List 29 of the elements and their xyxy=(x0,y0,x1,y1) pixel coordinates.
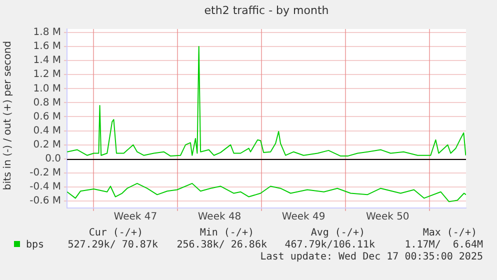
text: 467.79k/106.11k xyxy=(284,240,375,251)
x-tick-label: Week 49 xyxy=(282,212,326,223)
text: Avg (-/+) xyxy=(310,228,365,239)
y-tick-label: 1.4 M xyxy=(33,55,61,66)
text: 256.38k/ 26.86k xyxy=(176,240,267,251)
y-tick-label: -0.6 M xyxy=(30,196,61,207)
y-tick-label: -0.2 M xyxy=(30,167,61,178)
y-tick-label: 0.4 M xyxy=(33,125,61,136)
text: Cur (-/+) xyxy=(88,228,143,239)
y-axis-title: bits in (-) / out (+) per second xyxy=(2,40,14,190)
y-tick-label: 0.8 M xyxy=(33,97,61,108)
text: Min (-/+) xyxy=(200,228,254,239)
chart-title: eth2 traffic - by month xyxy=(204,4,329,17)
x-tick-label: Week 47 xyxy=(114,212,158,223)
y-tick-label: 1.2 M xyxy=(33,69,61,80)
y-tick-label: 1.6 M xyxy=(33,41,61,52)
y-tick-label: -0.4 M xyxy=(30,182,61,193)
y-tick-label: 0.0 xyxy=(45,153,61,164)
text: 527.29k/ 70.87k xyxy=(68,240,158,251)
legend-label: bps xyxy=(26,240,44,251)
text: Last update: Wed Dec 17 00:35:00 2025 xyxy=(260,252,483,263)
y-tick-label: 0.6 M xyxy=(33,111,61,122)
y-tick-label: 1.8 M xyxy=(33,27,61,38)
text: Max (-/+) xyxy=(422,228,477,239)
text: 1.17M/ 6.64M xyxy=(404,240,483,251)
x-tick-label: Week 48 xyxy=(198,212,242,223)
y-tick-label: 1.0 M xyxy=(33,83,61,94)
x-tick-label: Week 50 xyxy=(366,212,410,223)
y-tick-label: 0.2 M xyxy=(33,139,61,150)
